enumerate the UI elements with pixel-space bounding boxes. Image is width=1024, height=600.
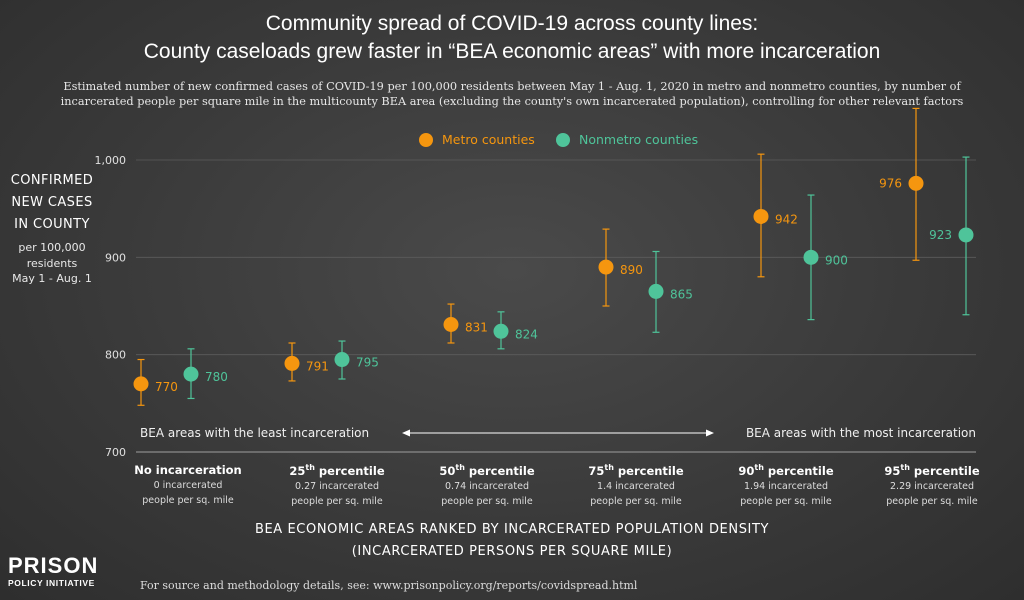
category-title-number: 95 bbox=[884, 463, 901, 478]
x-axis-label-line2: (INCARCERATED PERSONS PER SQUARE MILE) bbox=[351, 544, 673, 559]
category-desc-1: 2.29 incarcerated bbox=[890, 480, 974, 492]
y-tick-label-900: 900 bbox=[105, 251, 126, 264]
category-desc-2: people per sq. mile bbox=[740, 495, 832, 507]
category-desc-2: people per sq. mile bbox=[291, 495, 383, 507]
arrow-head-right bbox=[706, 429, 714, 437]
category-90th-percentile: 90th percentile 1.94 incarcerated people… bbox=[711, 463, 861, 508]
y-tick-label-800: 800 bbox=[105, 349, 126, 362]
y-axis-sublabel-line1: per 100,000 bbox=[18, 241, 86, 254]
metro-point-2 bbox=[443, 316, 459, 332]
y-tick-label-700: 700 bbox=[105, 446, 126, 459]
category-title-rest: percentile bbox=[763, 463, 834, 478]
metro-legend-marker bbox=[419, 132, 433, 147]
subtitle-line1: Estimated number of new confirmed cases … bbox=[63, 80, 961, 93]
category-95th-percentile: 95th percentile 2.29 incarcerated people… bbox=[857, 463, 1007, 508]
category-desc-1: 1.4 incarcerated bbox=[597, 480, 675, 492]
nonmetro-data-label-2: 824 bbox=[515, 327, 538, 341]
legend-item-nonmetro: Nonmetro counties bbox=[556, 132, 698, 147]
metro-point-4 bbox=[753, 208, 769, 224]
arrow-head-left bbox=[402, 429, 410, 437]
arrow-right-text: BEA areas with the most incarceration bbox=[745, 426, 976, 440]
category-no-incarceration: No incarceration 0 incarcerated people p… bbox=[113, 463, 263, 507]
chart-title-line1: Community spread of COVID-19 across coun… bbox=[265, 12, 759, 35]
category-desc-1: 1.94 incarcerated bbox=[744, 480, 828, 492]
source-footer: For source and methodology details, see:… bbox=[140, 579, 638, 592]
category-desc-1: 0.27 incarcerated bbox=[295, 480, 379, 492]
category-title: 90th percentile bbox=[711, 463, 861, 478]
category-title: No incarceration bbox=[134, 463, 242, 477]
category-title-number: 25 bbox=[289, 463, 306, 478]
category-desc-2: people per sq. mile bbox=[886, 495, 978, 507]
nonmetro-legend-marker bbox=[556, 132, 570, 147]
subtitle-line2: incarcerated people per square mile in t… bbox=[60, 95, 964, 108]
category-title-rest: percentile bbox=[613, 463, 684, 478]
arrow-left-text: BEA areas with the least incarceration bbox=[140, 426, 370, 440]
chart-title-line2: County caseloads grew faster in “BEA eco… bbox=[143, 40, 881, 63]
y-axis-label-line3: IN COUNTY bbox=[14, 217, 90, 232]
nonmetro-data-label-0: 780 bbox=[205, 370, 228, 384]
nonmetro-data-label-4: 900 bbox=[825, 253, 848, 267]
category-title: 75th percentile bbox=[561, 463, 711, 478]
y-tick-label-1000: 1,000 bbox=[95, 154, 127, 167]
metro-data-label-4: 942 bbox=[775, 212, 798, 226]
metro-point-1 bbox=[284, 355, 300, 371]
category-desc-2: people per sq. mile bbox=[142, 495, 234, 506]
chart-subtitle: Estimated number of new confirmed cases … bbox=[40, 79, 984, 109]
nonmetro-data-label-5: 923 bbox=[929, 228, 952, 242]
metro-data-label-2: 831 bbox=[465, 320, 488, 334]
metro-data-label-0: 770 bbox=[155, 380, 178, 394]
nonmetro-data-label-3: 865 bbox=[670, 287, 693, 301]
metro-data-label-1: 791 bbox=[306, 359, 329, 373]
x-axis-label-line1: BEA ECONOMIC AREAS RANKED BY INCARCERATE… bbox=[254, 522, 770, 537]
category-50th-percentile: 50th percentile 0.74 incarcerated people… bbox=[412, 463, 562, 508]
category-title-number: 50 bbox=[439, 463, 456, 478]
category-title-suffix: th bbox=[900, 463, 910, 472]
category-title: 50th percentile bbox=[412, 463, 562, 478]
nonmetro-point-1 bbox=[334, 352, 350, 368]
y-axis-label-line2: NEW CASES bbox=[11, 195, 93, 210]
category-title-rest: percentile bbox=[464, 463, 535, 478]
category-title-rest: percentile bbox=[909, 463, 980, 478]
metro-data-label-5: 976 bbox=[879, 176, 902, 190]
category-desc-1: 0.74 incarcerated bbox=[445, 480, 529, 492]
category-desc-2: people per sq. mile bbox=[441, 495, 533, 507]
nonmetro-point-4 bbox=[803, 249, 819, 265]
y-axis-sublabel-line3: May 1 - Aug. 1 bbox=[12, 272, 92, 285]
nonmetro-data-label-1: 795 bbox=[356, 356, 379, 370]
category-desc-1: 0 incarcerated bbox=[153, 480, 223, 491]
metro-legend-label: Metro counties bbox=[442, 132, 535, 147]
y-axis-label-line1: CONFIRMED bbox=[10, 173, 94, 188]
category-title-suffix: th bbox=[455, 463, 465, 472]
category-title: 95th percentile bbox=[857, 463, 1007, 478]
y-axis-label: CONFIRMED NEW CASES IN COUNTY bbox=[0, 170, 104, 236]
y-axis-sublabel-line2: residents bbox=[26, 256, 78, 270]
category-title: 25th percentile bbox=[262, 463, 412, 478]
y-axis-sublabel: per 100,000 residents May 1 - Aug. 1 bbox=[0, 240, 104, 287]
nonmetro-legend-label: Nonmetro counties bbox=[579, 132, 699, 147]
category-desc-2: people per sq. mile bbox=[590, 495, 682, 507]
category-title-suffix: th bbox=[604, 463, 614, 472]
prison-policy-initiative-logo: PRISON POLICY INITIATIVE bbox=[8, 553, 99, 589]
nonmetro-point-2 bbox=[493, 323, 509, 339]
category-title-number: 90 bbox=[738, 463, 755, 478]
category-25th-percentile: 25th percentile 0.27 incarcerated people… bbox=[262, 463, 412, 508]
nonmetro-point-3 bbox=[648, 283, 664, 299]
category-title-number: 75 bbox=[588, 463, 605, 478]
x-axis-label: BEA ECONOMIC AREAS RANKED BY INCARCERATE… bbox=[0, 519, 1024, 563]
category-title-suffix: th bbox=[305, 463, 315, 472]
metro-point-5 bbox=[908, 175, 924, 191]
category-title-suffix: th bbox=[754, 463, 764, 472]
nonmetro-point-5 bbox=[958, 227, 974, 243]
metro-point-0 bbox=[133, 376, 149, 392]
legend-item-metro: Metro counties bbox=[419, 132, 535, 147]
category-75th-percentile: 75th percentile 1.4 incarcerated people … bbox=[561, 463, 711, 508]
metro-point-3 bbox=[598, 259, 614, 275]
nonmetro-point-0 bbox=[183, 366, 199, 382]
logo-line2: POLICY INITIATIVE bbox=[8, 578, 95, 588]
metro-data-label-3: 890 bbox=[620, 263, 643, 277]
category-title-rest: percentile bbox=[314, 463, 385, 478]
logo-line1: PRISON bbox=[8, 553, 99, 578]
